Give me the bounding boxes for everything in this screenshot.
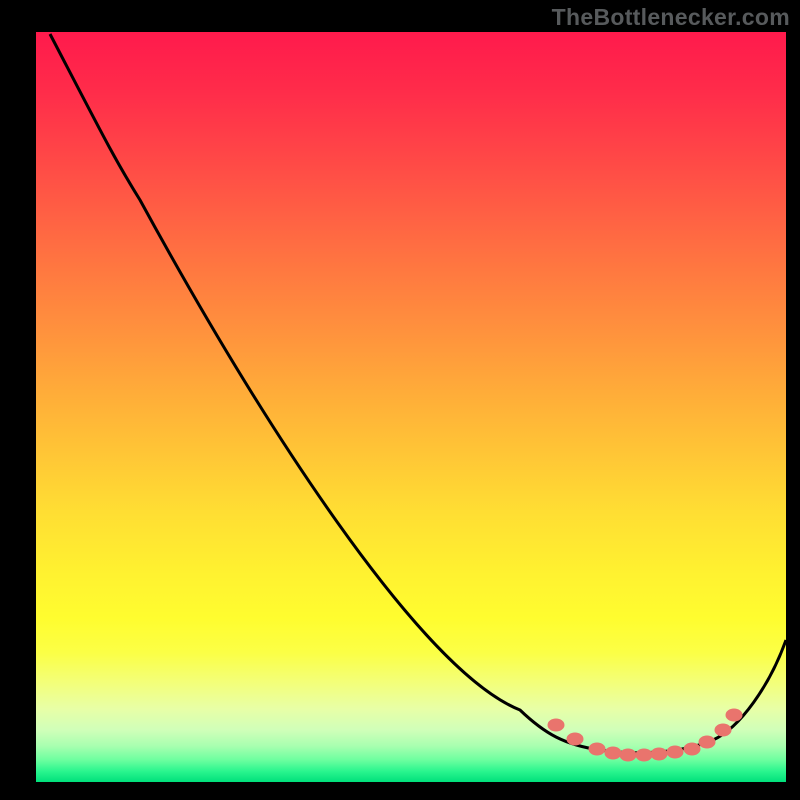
curve-marker — [605, 747, 621, 759]
curve-marker — [548, 719, 564, 731]
curve-marker — [636, 749, 652, 761]
chart-stage: TheBottlenecker.com — [0, 0, 800, 800]
curve-marker — [667, 746, 683, 758]
curve-marker — [620, 749, 636, 761]
curve-marker — [699, 736, 715, 748]
curve-marker — [651, 748, 667, 760]
curve-marker — [684, 743, 700, 755]
chart-svg — [0, 0, 800, 800]
plot-background — [36, 32, 786, 782]
curve-marker — [567, 733, 583, 745]
curve-marker — [589, 743, 605, 755]
curve-marker — [715, 724, 731, 736]
curve-marker — [726, 709, 742, 721]
watermark-text: TheBottlenecker.com — [552, 4, 790, 31]
